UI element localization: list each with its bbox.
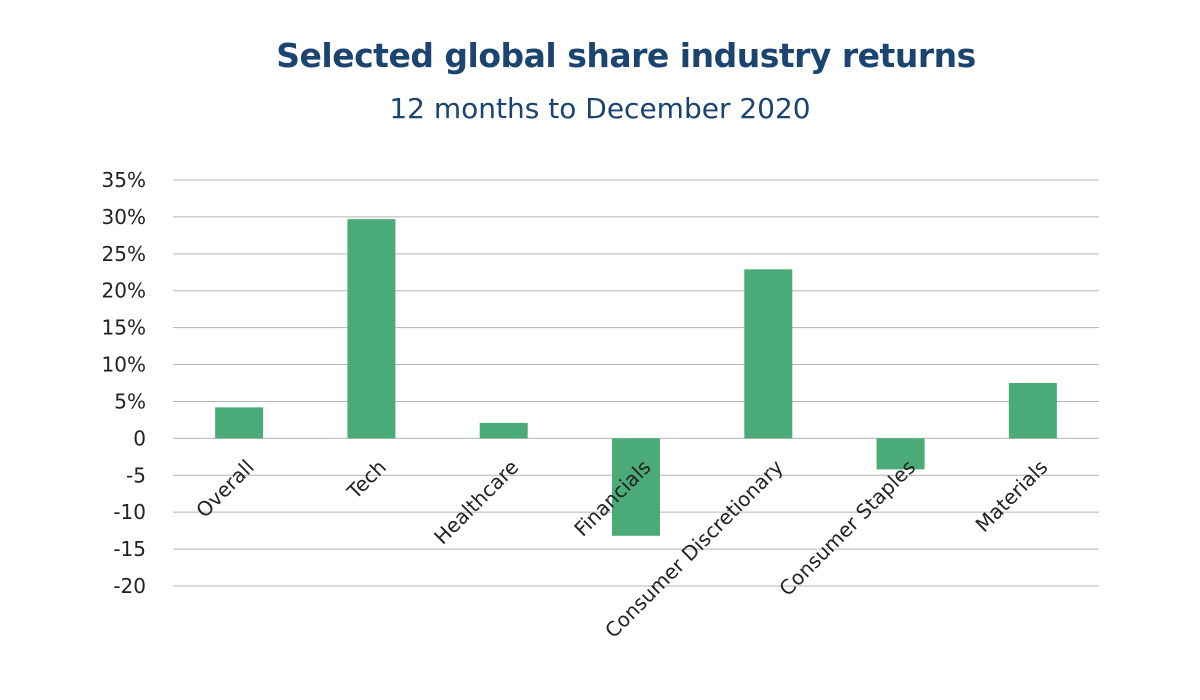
y-axis: 35% 30% 25% 20% 15% 10% 5% 0 -5 -10 -15 -20 bbox=[102, 168, 146, 598]
bar-consumer-staples bbox=[876, 438, 925, 470]
chart-subtitle: 12 months to December 2020 bbox=[389, 92, 811, 125]
y-tick-label: 30% bbox=[102, 205, 146, 229]
x-tick-label: Tech bbox=[342, 455, 391, 504]
y-tick-label: -15 bbox=[113, 537, 146, 561]
x-tick-label: Materials bbox=[971, 455, 1053, 537]
y-tick-label: 15% bbox=[102, 316, 146, 340]
y-tick-label: 20% bbox=[102, 279, 146, 303]
bar-materials bbox=[1008, 383, 1057, 439]
y-tick-label: -5 bbox=[126, 463, 146, 487]
bar-overall bbox=[215, 407, 264, 439]
y-tick-label: 25% bbox=[102, 242, 146, 266]
bars bbox=[215, 219, 1057, 536]
bar-financials bbox=[612, 438, 660, 536]
chart-title: Selected global share industry returns bbox=[276, 36, 976, 75]
bar-healthcare bbox=[479, 422, 528, 439]
bar-tech bbox=[347, 219, 396, 439]
y-tick-label: 10% bbox=[102, 353, 146, 377]
y-tick-label: 5% bbox=[114, 389, 146, 413]
y-tick-label: 35% bbox=[102, 168, 146, 192]
y-tick-label: 0 bbox=[133, 426, 146, 450]
y-tick-label: -20 bbox=[113, 574, 146, 598]
x-tick-label: Consumer Staples bbox=[774, 455, 920, 601]
x-tick-label: Healthcare bbox=[429, 455, 523, 549]
y-tick-label: -10 bbox=[113, 500, 146, 524]
bar-consumer-discretionary bbox=[744, 269, 793, 439]
